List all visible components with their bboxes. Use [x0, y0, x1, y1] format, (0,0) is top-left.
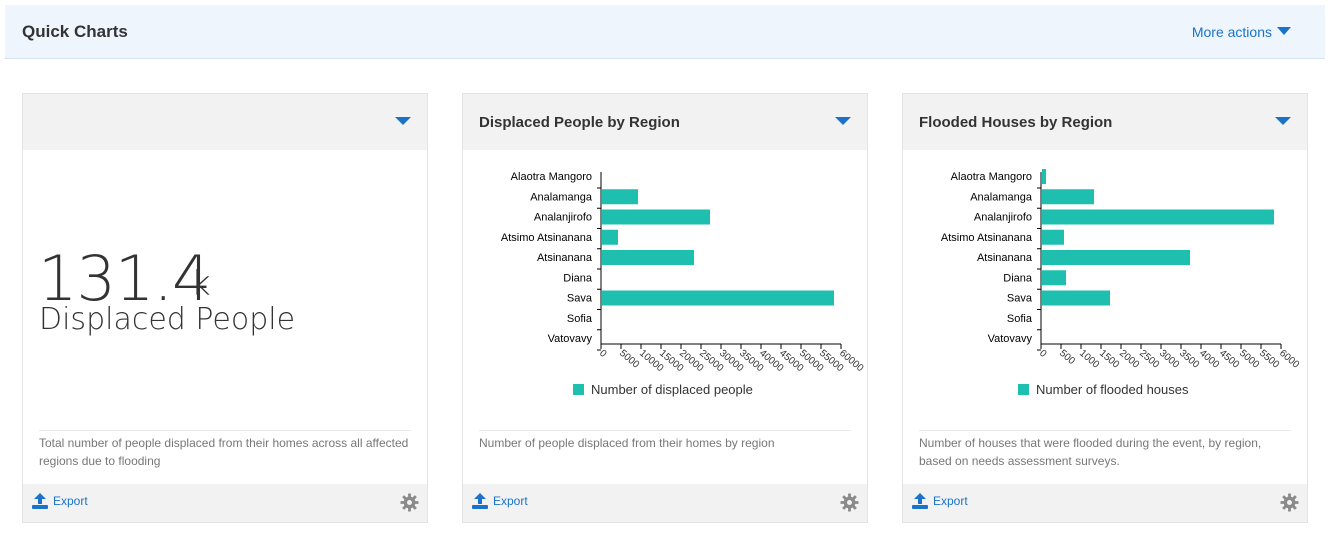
x-tick-label: 6000: [1277, 348, 1301, 371]
x-tick-label: 5000: [617, 348, 641, 371]
export-label: Export: [53, 494, 88, 508]
export-button[interactable]: Export: [911, 492, 968, 510]
card-header: [23, 94, 427, 150]
kpi-unit: k: [191, 264, 211, 304]
x-tick-label: 4500: [1217, 348, 1241, 371]
y-tick-label: Alaotra Mangoro: [951, 171, 1032, 183]
bar: [602, 290, 834, 306]
displaced-people-bar-chart: Alaotra Mangoro Analamanga Analanjirofo Ats…: [501, 171, 866, 397]
export-button[interactable]: Export: [31, 492, 88, 510]
gear-icon: [840, 493, 859, 512]
y-tick-label: Sava: [1007, 293, 1033, 305]
card-menu-button[interactable]: [395, 114, 411, 126]
bar: [1042, 229, 1064, 245]
card-description: Number of houses that were flooded durin…: [919, 430, 1291, 470]
y-tick-label: Analanjirofo: [534, 212, 592, 224]
x-tick-label: 3000: [1157, 348, 1181, 371]
more-actions-button[interactable]: More actions: [1192, 24, 1291, 40]
caret-down-icon: [835, 117, 851, 125]
y-tick-label: Atsinanana: [537, 252, 593, 264]
quick-charts-header: Quick Charts More actions: [5, 5, 1325, 59]
kpi-value: 131.4: [38, 242, 211, 315]
x-tick-label: 2000: [1117, 348, 1141, 371]
more-actions-label: More actions: [1191, 24, 1272, 40]
flooded-houses-chart-card: Flooded Houses by Region Alaotra Mangoro…: [902, 93, 1308, 523]
card-footer: Export: [463, 484, 867, 522]
bar: [602, 250, 694, 265]
legend-swatch: [1018, 384, 1029, 395]
x-tick-label: 1000: [1077, 348, 1101, 371]
x-tick-label: 2500: [1137, 348, 1161, 371]
card-menu-button[interactable]: [835, 114, 851, 126]
x-tick-label: 5500: [1257, 348, 1281, 371]
bar: [1042, 290, 1110, 306]
bar: [602, 229, 618, 245]
x-tick-label: 0: [597, 348, 609, 360]
bar: [1042, 270, 1066, 286]
card-title: Displaced People by Region: [479, 114, 680, 131]
settings-gear-button[interactable]: [840, 493, 859, 517]
card-header: Flooded Houses by Region: [903, 94, 1307, 150]
caret-down-icon: [1277, 26, 1291, 35]
bar: [602, 189, 638, 205]
bar: [1042, 250, 1190, 265]
settings-gear-button[interactable]: [400, 493, 419, 517]
card-description: Total number of people displaced from th…: [39, 430, 411, 470]
caret-down-icon: [395, 117, 411, 125]
kpi-card: 131.4 k Displaced People Total number of…: [22, 93, 428, 523]
settings-gear-button[interactable]: [1280, 493, 1299, 517]
card-footer: Export: [23, 484, 427, 522]
card-menu-button[interactable]: [1275, 114, 1291, 126]
y-tick-label: Analamanga: [530, 191, 593, 203]
y-tick-label: Atsimo Atsinanana: [501, 232, 593, 244]
flooded-houses-bar-chart: Alaotra Mangoro Analamanga Analanjirofo Ats…: [941, 169, 1302, 397]
x-tick-label: 0: [1037, 348, 1049, 360]
export-label: Export: [933, 494, 968, 508]
x-tick-label: 4000: [1197, 348, 1221, 371]
kpi-label: Displaced People: [39, 302, 296, 337]
bar: [602, 209, 710, 225]
displaced-people-chart-card: Displaced People by Region Alaotra Mango…: [462, 93, 868, 523]
x-tick-label: 1500: [1097, 348, 1121, 371]
y-tick-label: Analanjirofo: [974, 212, 1032, 224]
y-tick-label: Vatovavy: [548, 333, 593, 345]
legend-label: Number of flooded houses: [1036, 382, 1189, 397]
x-tick-label: 5000: [1237, 348, 1261, 371]
export-icon: [912, 493, 928, 509]
y-tick-label: Sofia: [1007, 313, 1033, 325]
caret-down-icon: [1275, 117, 1291, 125]
export-button[interactable]: Export: [471, 492, 528, 510]
export-icon: [472, 493, 488, 509]
y-tick-label: Sava: [567, 293, 593, 305]
export-icon: [32, 493, 48, 509]
export-label: Export: [493, 494, 528, 508]
card-header: Displaced People by Region: [463, 94, 867, 150]
gear-icon: [400, 493, 419, 512]
bar: [1042, 169, 1046, 184]
y-tick-label: Diana: [1003, 272, 1033, 284]
bar: [1042, 189, 1094, 205]
y-tick-label: Diana: [563, 272, 593, 284]
y-tick-label: Alaotra Mangoro: [511, 171, 592, 183]
gear-icon: [1280, 493, 1299, 512]
card-footer: Export: [903, 484, 1307, 522]
card-title: Flooded Houses by Region: [919, 114, 1113, 131]
y-tick-label: Analamanga: [970, 191, 1033, 203]
card-description: Number of people displaced from their ho…: [479, 430, 851, 452]
bar: [1042, 209, 1274, 225]
y-tick-label: Sofia: [567, 313, 593, 325]
y-tick-label: Vatovavy: [988, 333, 1033, 345]
legend-label: Number of displaced people: [591, 382, 753, 397]
y-tick-label: Atsinanana: [977, 252, 1033, 264]
x-tick-label: 500: [1057, 348, 1077, 367]
y-tick-label: Atsimo Atsinanana: [941, 232, 1033, 244]
legend-swatch: [573, 384, 584, 395]
page-title: Quick Charts: [22, 22, 128, 41]
x-tick-label: 3500: [1177, 348, 1201, 371]
